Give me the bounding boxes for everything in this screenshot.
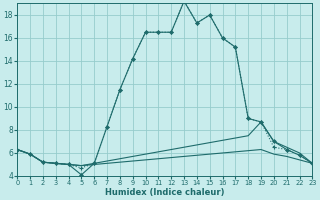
X-axis label: Humidex (Indice chaleur): Humidex (Indice chaleur)	[105, 188, 225, 197]
